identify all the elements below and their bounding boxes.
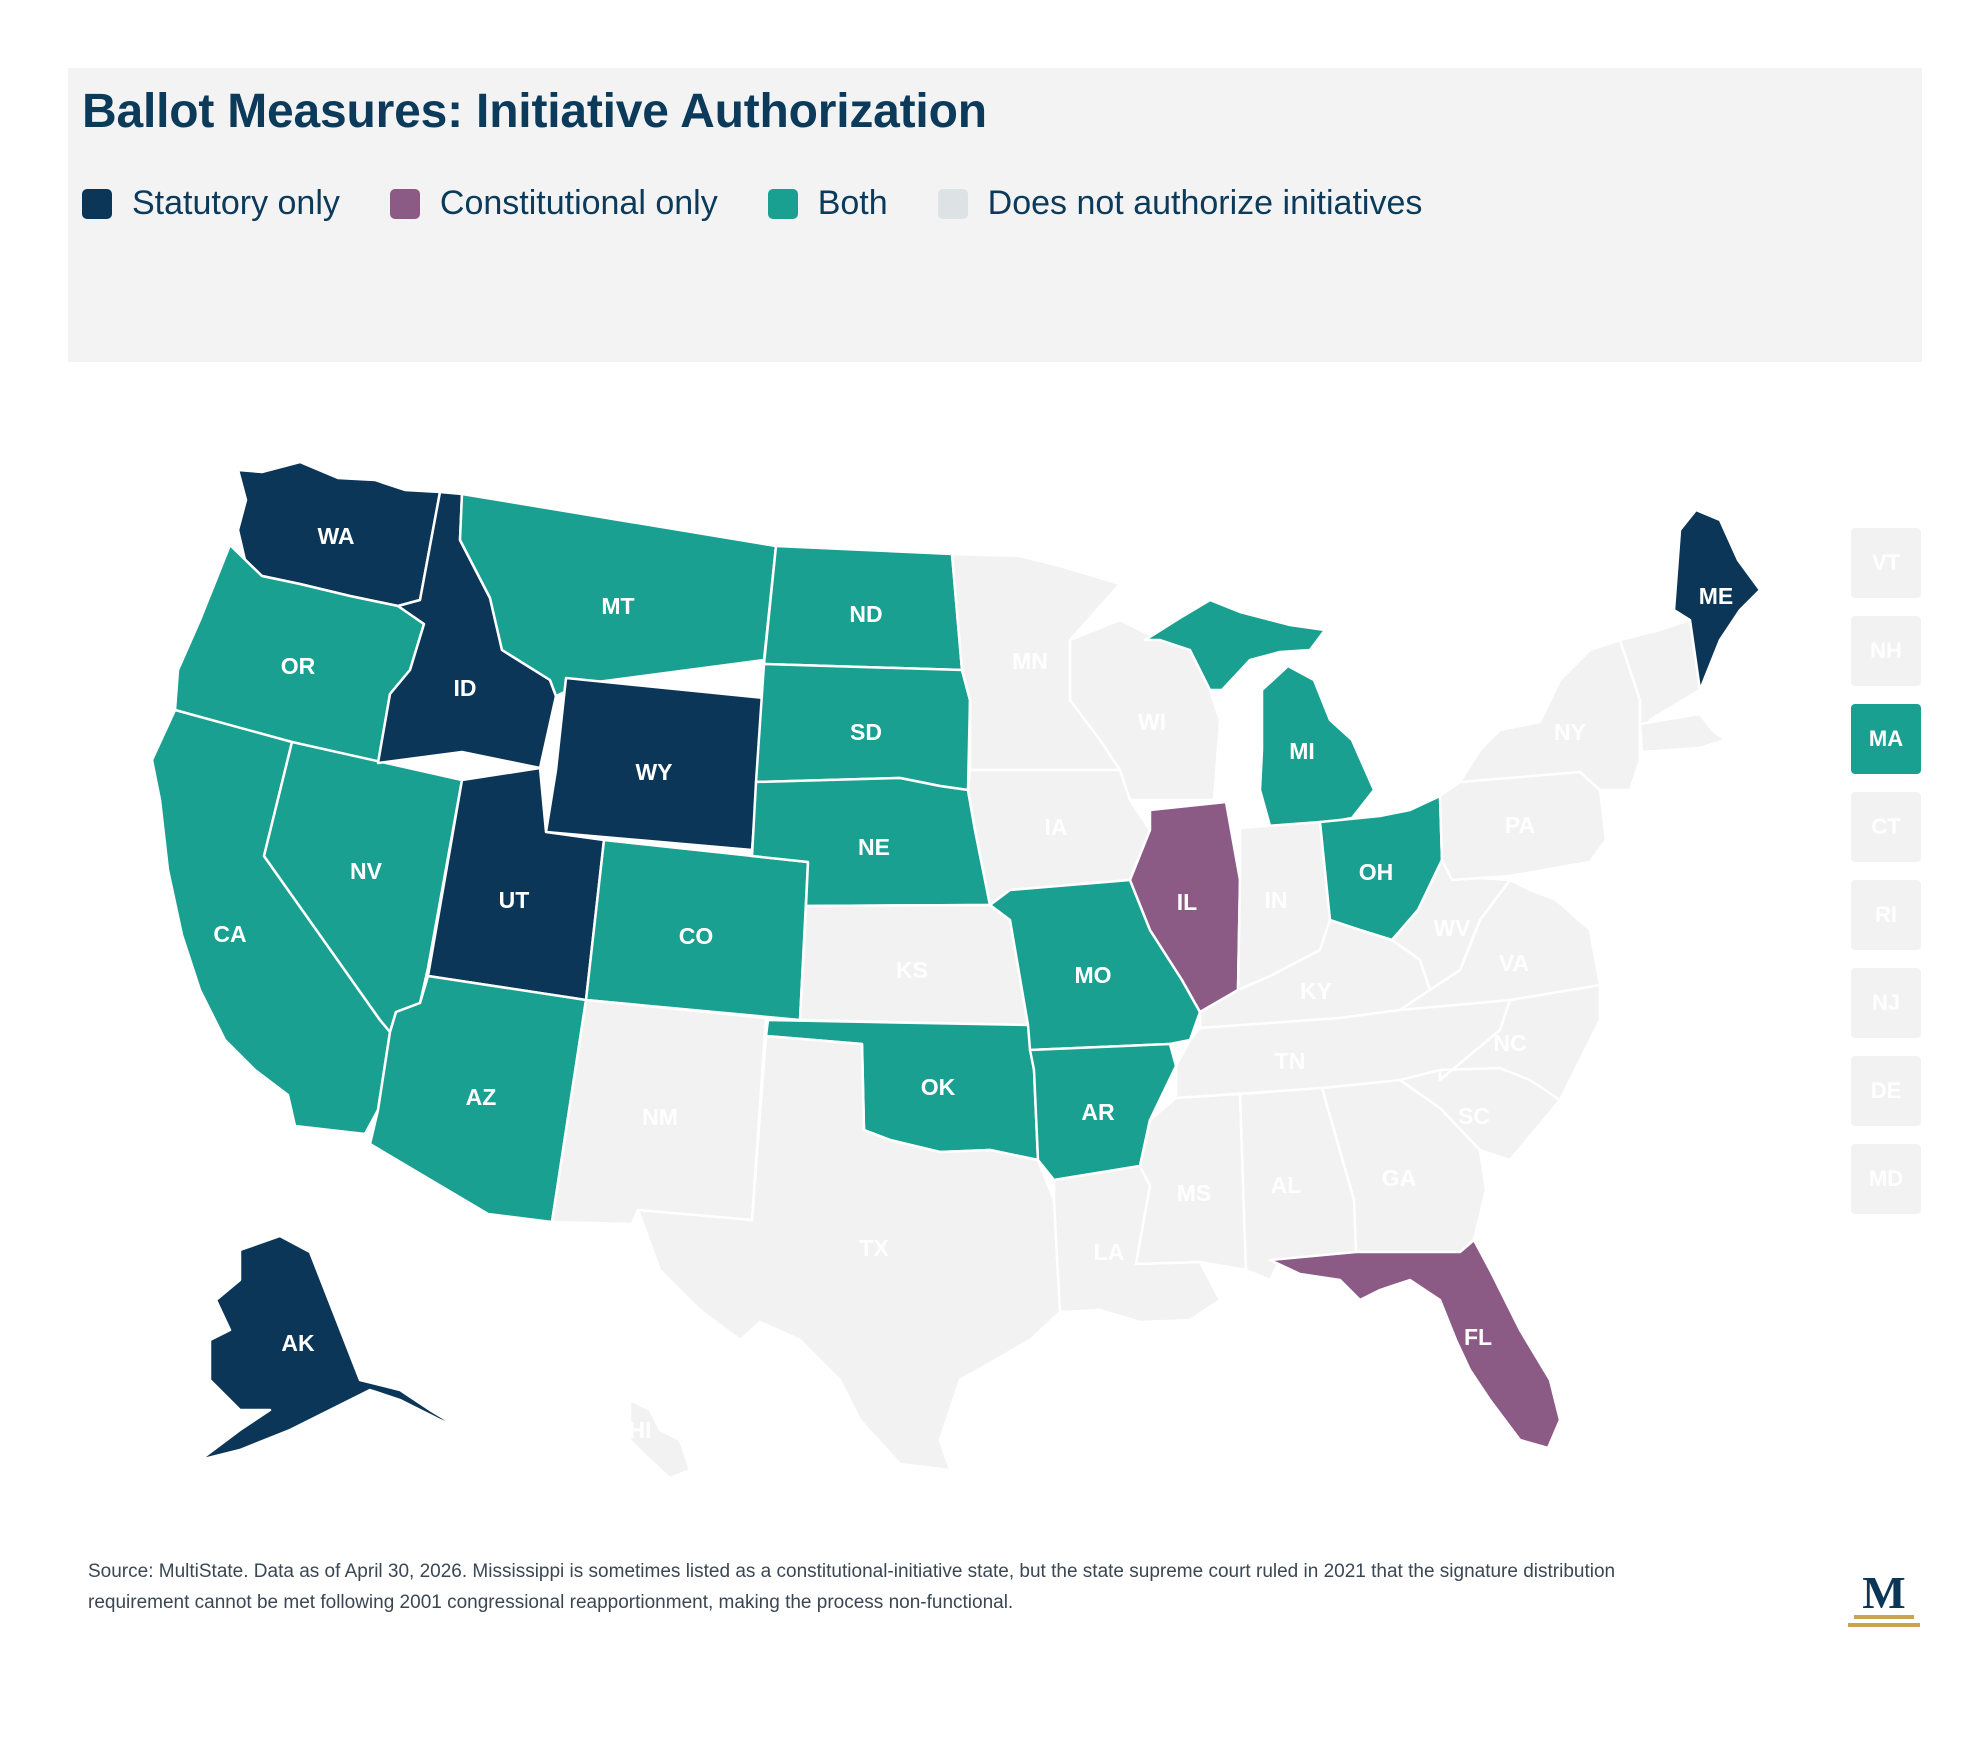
label-OK: OK <box>921 1074 956 1100</box>
box-label-NH: NH <box>1870 638 1902 663</box>
label-UT: UT <box>499 887 530 913</box>
label-AL: AL <box>1271 1172 1302 1198</box>
state-MA[interactable] <box>1638 712 1727 754</box>
state-NY[interactable] <box>1458 638 1642 792</box>
state-WV[interactable] <box>1390 858 1512 992</box>
state-MI-upper[interactable] <box>1143 598 1327 692</box>
label-MI: MI <box>1289 738 1315 764</box>
legend-item-constitutional: Constitutional only <box>389 184 718 223</box>
label-SC: SC <box>1458 1103 1490 1129</box>
label-NM: NM <box>642 1104 678 1130</box>
label-AR: AR <box>1081 1099 1115 1125</box>
label-CO: CO <box>679 923 714 949</box>
multistate-logo: M <box>1848 1570 1920 1627</box>
map-title: Ballot Measures: Initiative Authorizatio… <box>82 85 987 138</box>
legend-item-none: Does not authorize initiatives <box>937 184 1423 223</box>
logo-bar-bottom <box>1848 1623 1920 1627</box>
label-NY: NY <box>1554 719 1586 745</box>
state-TX[interactable] <box>636 1034 1062 1472</box>
state-FL[interactable] <box>1268 1238 1562 1450</box>
logo-letter: M <box>1862 1570 1905 1618</box>
legend-swatch-statutory <box>82 188 112 219</box>
label-AK: AK <box>281 1330 315 1356</box>
box-label-DE: DE <box>1870 1078 1902 1103</box>
label-SD: SD <box>850 719 882 745</box>
box-label-CT: CT <box>1871 814 1901 839</box>
label-LA: LA <box>1094 1239 1125 1265</box>
state-NC[interactable] <box>1438 983 1602 1102</box>
box-MA[interactable]: MA <box>1851 704 1921 774</box>
label-OH: OH <box>1359 859 1394 885</box>
box-label-MA: MA <box>1868 726 1904 751</box>
label-WI: WI <box>1138 709 1166 735</box>
state-AK[interactable] <box>198 1234 462 1462</box>
box-NJ[interactable]: NJ <box>1851 968 1921 1038</box>
label-WY: WY <box>635 759 672 785</box>
label-TN: TN <box>1275 1048 1306 1074</box>
label-MN: MN <box>1012 648 1048 674</box>
legend-swatch-none <box>937 188 968 219</box>
label-CA: CA <box>213 921 246 947</box>
legend-item-both: Both <box>767 184 888 223</box>
label-ID: ID <box>454 675 477 701</box>
legend-swatch-both <box>767 188 798 219</box>
source-note: Source: MultiState. Data as of April 30,… <box>88 1561 1616 1613</box>
box-MD[interactable]: MD <box>1851 1144 1921 1214</box>
label-NV: NV <box>350 858 383 884</box>
label-IN: IN <box>1265 887 1288 913</box>
label-AZ: AZ <box>466 1084 497 1110</box>
box-label-RI: RI <box>1875 902 1897 927</box>
box-label-MD: MD <box>1868 1166 1904 1191</box>
label-MO: MO <box>1074 962 1111 988</box>
box-label-VT: VT <box>1871 550 1901 575</box>
state-HI[interactable] <box>628 1398 692 1480</box>
label-MS: MS <box>1177 1180 1212 1206</box>
logo-bar-top <box>1854 1615 1914 1619</box>
label-PA: PA <box>1505 812 1535 838</box>
legend-label-statutory: Statutory only <box>132 184 340 222</box>
legend-item-statutory: Statutory only <box>82 184 340 223</box>
label-IA: IA <box>1045 814 1068 840</box>
label-GA: GA <box>1382 1165 1417 1191</box>
label-WA: WA <box>317 523 354 549</box>
label-ND: ND <box>849 601 882 627</box>
state-WY[interactable] <box>544 676 766 852</box>
label-ME: ME <box>1699 583 1734 609</box>
label-OR: OR <box>281 653 316 679</box>
label-TX: TX <box>859 1235 889 1261</box>
label-HI: HI <box>629 1417 652 1443</box>
legend: Statutory only Constitutional only Both … <box>82 184 1472 223</box>
state-MO[interactable] <box>988 878 1202 1052</box>
label-KY: KY <box>1300 978 1332 1004</box>
state-MI[interactable] <box>1258 664 1376 828</box>
box-RI[interactable]: RI <box>1851 880 1921 950</box>
label-VA: VA <box>1499 950 1529 976</box>
state-labels: WA OR CA NV ID MT WY UT AZ CO NM ND SD N… <box>213 523 1733 1443</box>
label-FL: FL <box>1464 1324 1492 1350</box>
legend-label-constitutional: Constitutional only <box>439 184 718 222</box>
header-panel <box>68 68 1922 362</box>
label-WV: WV <box>1433 915 1471 941</box>
label-IL: IL <box>1177 889 1197 915</box>
label-KS: KS <box>896 957 928 983</box>
legend-swatch-constitutional <box>389 188 420 219</box>
state-ME[interactable] <box>1672 508 1762 692</box>
box-CT[interactable]: CT <box>1851 792 1921 862</box>
label-NE: NE <box>858 834 890 860</box>
box-label-NJ: NJ <box>1871 990 1901 1015</box>
box-VT[interactable]: VT <box>1851 528 1921 598</box>
box-NH[interactable]: NH <box>1851 616 1921 686</box>
label-MT: MT <box>601 593 634 619</box>
label-NC: NC <box>1493 1030 1526 1056</box>
legend-label-none: Does not authorize initiatives <box>987 184 1423 222</box>
legend-label-both: Both <box>817 184 888 222</box>
box-DE[interactable]: DE <box>1851 1056 1921 1126</box>
